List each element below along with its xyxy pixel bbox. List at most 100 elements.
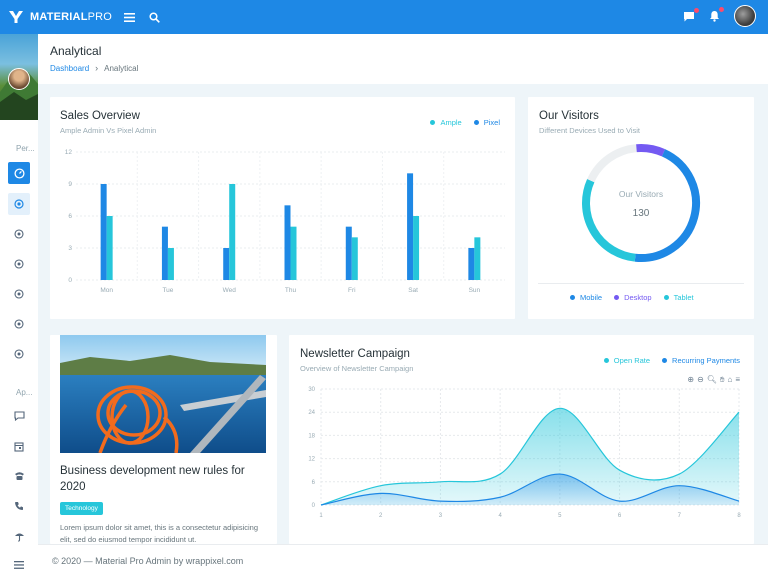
radio-icon [14,229,24,239]
news-x-label: 2 [379,513,383,519]
sidebar-item-3[interactable] [8,223,30,245]
zoom-in-icon[interactable]: ⊕ [687,375,695,384]
magnify-icon[interactable]: 🔍︎ [706,375,717,384]
newsletter-subtitle: Overview of Newsletter Campaign [300,364,414,373]
donut-slice-other[interactable] [587,144,637,183]
news-y-tick: 0 [312,503,316,509]
home-reset-icon[interactable]: ⌂ [727,375,733,384]
zoom-out-icon[interactable]: ⊖ [697,375,704,384]
news-line-1[interactable] [320,473,740,506]
menu-icon[interactable] [124,12,136,22]
news-x-label: 1 [319,513,323,519]
sales-x-label: Mon [100,287,113,294]
sales-title: Sales Overview [60,110,140,122]
blog-image[interactable] [60,335,266,453]
sales-y-tick: 9 [68,181,72,188]
sales-bar-ample[interactable] [106,216,113,280]
sales-x-label: Sat [408,287,418,294]
sales-x-label: Thu [285,287,297,294]
newsletter-card: Newsletter Campaign Overview of Newslett… [289,335,754,544]
profile-avatar[interactable] [8,68,30,90]
legend-open-rate: Open Rate [603,356,650,365]
pan-hand-icon[interactable]: ✋︎ [719,375,725,384]
sales-bar-ample[interactable] [474,237,481,280]
sidebar-item-analytical[interactable] [8,193,30,215]
sidebar-item-6[interactable] [8,313,30,335]
sales-bar-ample[interactable] [413,216,420,280]
visitors-card: Our Visitors Different Devices Used to V… [528,97,754,319]
blog-title[interactable]: Business development new rules for 2020 [60,465,245,493]
brand-name: MATERIALPRO [30,11,113,23]
bell-icon[interactable] [709,7,724,22]
donut-slice-desktop[interactable] [636,144,666,157]
sidebar-item-5[interactable] [8,283,30,305]
chart-toolbar: ⊕ ⊖ 🔍︎ ✋︎ ⌂ ≡ [687,375,740,385]
radio-icon [14,349,24,359]
legend-pixel: Pixel [473,118,500,127]
sidebar-item-contacts[interactable] [8,465,30,487]
sales-bar-pixel[interactable] [161,226,168,280]
sidebar-section-apps: Ap... [16,388,33,397]
sales-y-tick: 3 [68,245,72,252]
radio-icon [14,319,24,329]
page-header: Analytical Dashboard › Analytical [38,34,768,84]
visitors-divider [538,283,744,284]
sales-x-label: Wed [223,287,237,294]
message-icon[interactable] [683,7,699,22]
news-x-label: 3 [439,513,443,519]
news-y-tick: 24 [308,410,315,416]
calendar-icon [14,441,24,452]
news-line-0[interactable] [320,407,740,506]
sidebar-item-more[interactable] [8,554,30,576]
newsletter-legend: Open Rate Recurring Payments [603,356,740,365]
footer: © 2020 — Material Pro Admin by wrappixel… [38,544,768,576]
chat-icon [13,411,25,421]
sales-bar-ample[interactable] [290,226,297,280]
visitors-title: Our Visitors [539,110,599,122]
phone-classic-icon [14,472,24,480]
sidebar-item-4[interactable] [8,253,30,275]
sales-y-tick: 0 [68,277,72,284]
sales-y-tick: 6 [68,213,72,220]
sales-bar-pixel[interactable] [468,248,475,280]
sales-bar-pixel[interactable] [100,184,107,280]
brand-logo[interactable]: MATERIALPRO [8,10,112,24]
sales-bar-pixel[interactable] [284,205,291,280]
sales-y-tick: 12 [65,149,73,156]
sidebar-item-7[interactable] [8,343,30,365]
news-x-label: 7 [678,513,682,519]
news-y-tick: 6 [312,480,316,486]
sidebar-item-chat[interactable] [8,405,30,427]
gauge-icon [13,167,25,179]
blog-badge[interactable]: Technology [60,502,103,515]
sidebar-item-calendar[interactable] [8,435,30,457]
news-x-label: 5 [558,513,562,519]
sales-x-label: Tue [162,287,173,294]
sales-bar-pixel[interactable] [223,248,230,280]
news-area-0 [321,408,739,505]
chart-menu-icon[interactable]: ≡ [735,375,740,384]
profile-banner [0,34,38,120]
search-icon[interactable] [149,11,160,23]
breadcrumb-dashboard[interactable]: Dashboard [50,64,90,73]
breadcrumb-separator: › [95,63,99,73]
radio-icon [14,199,24,209]
sidebar-item-calls[interactable] [8,495,30,517]
sidebar-item-dashboard[interactable] [8,162,30,184]
sidebar-item-ui[interactable] [8,525,30,547]
phone-icon [15,502,23,510]
visitors-legend: Mobile Desktop Tablet [570,293,694,302]
user-avatar[interactable] [734,5,756,27]
sales-bar-pixel[interactable] [407,173,414,280]
sales-bar-ample[interactable] [167,248,174,280]
donut-center-label: Our Visitors [619,189,663,199]
donut-slice-tablet[interactable] [582,178,636,262]
sales-bar-chart: 0 3 6 9 12 Mon Tue Wed Thu Fri Sat Sun [65,149,505,294]
sales-overview-card: Sales Overview Ample Admin Vs Pixel Admi… [50,97,515,319]
sales-bar-pixel[interactable] [345,226,352,280]
donut-slice-mobile[interactable] [634,149,700,262]
sales-bar-ample[interactable] [229,184,236,280]
radio-icon [14,289,24,299]
sales-x-label: Fri [348,287,356,294]
sales-bar-ample[interactable] [351,237,358,280]
